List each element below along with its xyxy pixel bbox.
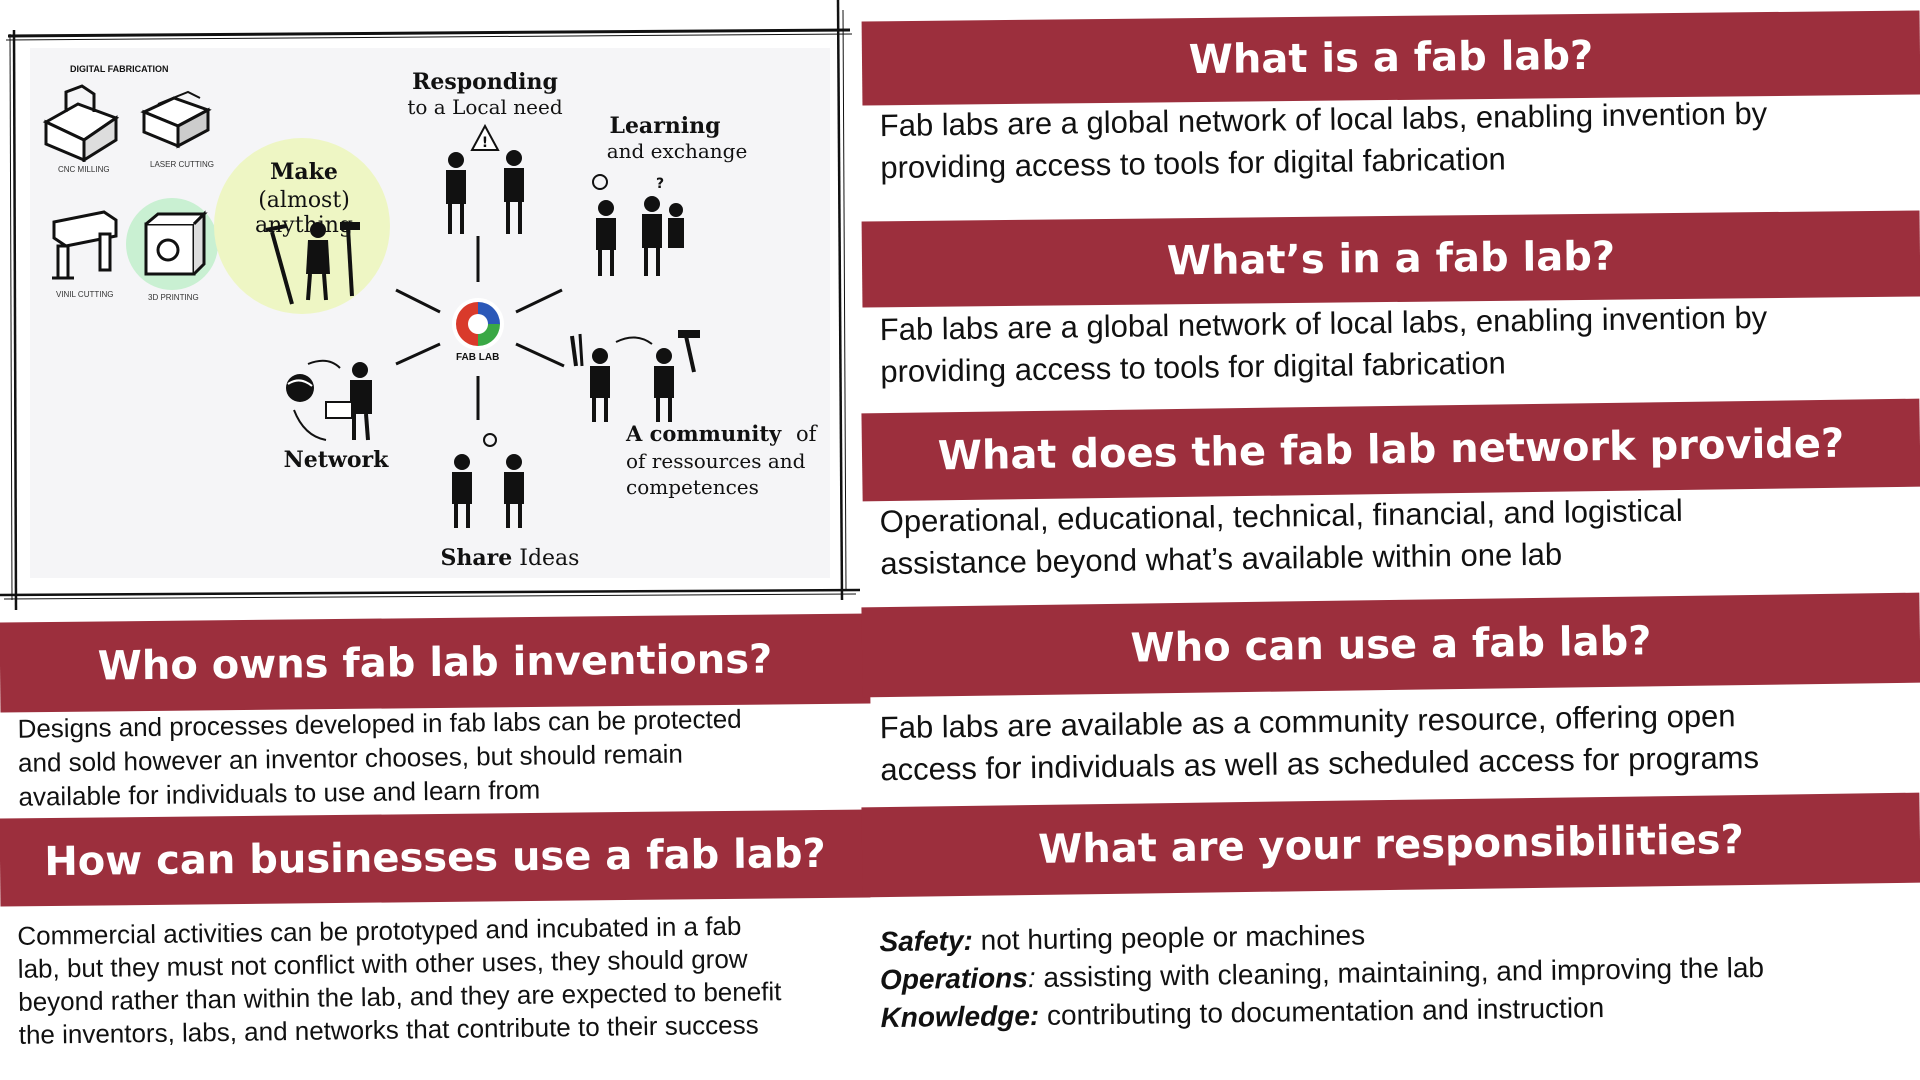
learning-figures-icon: ?: [592, 174, 684, 276]
make-title: Make: [270, 159, 338, 185]
share-figures-icon: [452, 433, 524, 528]
diagram-panel: DIGITAL FABRICATION CNC MILLING LASER CU…: [0, 0, 860, 610]
responsibility-safety-text: not hurting people or machines: [972, 919, 1366, 956]
printing-label: 3D PRINTING: [148, 293, 199, 302]
section-title-responsibilities: What are your responsibilities?: [861, 792, 1920, 898]
section-body-whats-in: Fab labs are a global network of local l…: [879, 295, 1900, 393]
responsibility-operations-term: Operations: [879, 962, 1029, 996]
section-body-businesses: Commercial activities can be prototyped …: [17, 908, 859, 1052]
responding-subtitle: to a Local need: [407, 95, 563, 119]
section-title-who-owns: Who owns fab lab inventions?: [0, 613, 871, 713]
section-title-what-is: What is a fab lab?: [861, 10, 1920, 106]
fab-lab-logo-icon: [452, 298, 504, 350]
laser-cutter-icon: [140, 90, 212, 149]
responsibility-safety-term: Safety:: [879, 924, 974, 958]
vinyl-cutter-icon: [52, 210, 118, 280]
hub-spokes: [395, 236, 565, 420]
fab-lab-logo-label: FAB LAB: [456, 352, 500, 363]
responsibility-operations-text: assisting with cleaning, maintaining, an…: [1035, 951, 1765, 994]
section-title-whats-in: What’s in a fab lab?: [861, 210, 1920, 308]
community-figures-icon: [570, 330, 700, 422]
warning-glyph: !: [482, 135, 488, 151]
section-title-businesses: How can businesses use a fab lab?: [0, 809, 871, 907]
responsibility-knowledge-text: contributing to documentation and instru…: [1039, 992, 1605, 1031]
network-label: Network: [283, 447, 389, 473]
section-body-network-provide: Operational, educational, technical, fin…: [879, 487, 1900, 585]
cnc-machine-icon: [42, 84, 120, 162]
community-title: A community of: [626, 421, 826, 446]
responding-figures-icon: [446, 150, 524, 234]
maker-figure-icon: [265, 222, 360, 305]
network-figure-icon: [286, 359, 372, 441]
share-rest: Ideas: [512, 546, 580, 571]
responding-title: Responding: [412, 69, 558, 95]
warning-icon: !: [470, 124, 500, 151]
laser-label: LASER CUTTING: [150, 160, 215, 169]
3d-printer-icon: [126, 198, 218, 290]
share-ideas-label: Share Ideas: [420, 545, 600, 571]
make-subtitle: (almost) anything: [254, 188, 353, 239]
learning-subtitle: and exchange: [606, 139, 748, 163]
community-line2: of ressources and: [626, 449, 806, 473]
question-glyph: ?: [656, 176, 664, 192]
community-title-bold: A community: [626, 421, 782, 446]
community-title-of: of: [795, 422, 817, 446]
learning-title: Learning: [609, 113, 721, 139]
make-highlight: [214, 138, 390, 314]
section-body-who-can-use: Fab labs are available as a community re…: [879, 693, 1910, 791]
section-body-who-owns: Designs and processes developed in fab l…: [17, 700, 848, 814]
section-body-what-is: Fab labs are a global network of local l…: [879, 91, 1900, 189]
vinyl-label: VINIL CUTTING: [56, 290, 114, 299]
section-title-who-can-use: Who can use a fab lab?: [861, 592, 1920, 698]
cnc-label: CNC MILLING: [58, 165, 110, 174]
community-line3: competences: [626, 475, 759, 499]
digital-fabrication-title: DIGITAL FABRICATION: [70, 64, 169, 74]
responsibility-knowledge-term: Knowledge:: [880, 999, 1040, 1034]
share-bold: Share: [440, 545, 513, 571]
section-body-responsibilities: Safety: not hurting people or machines O…: [879, 909, 1910, 1037]
section-title-network-provide: What does the fab lab network provide?: [861, 398, 1920, 502]
